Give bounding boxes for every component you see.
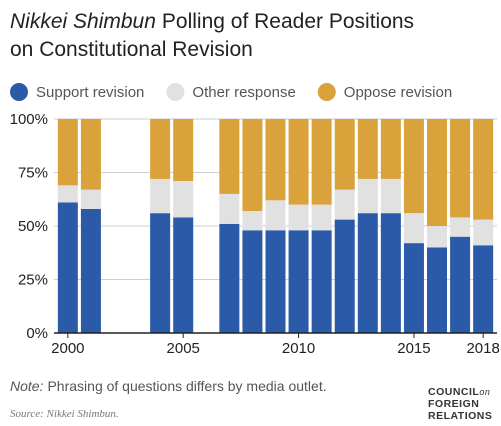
bar-segment [265, 230, 286, 333]
x-tick-label: 2010 [282, 340, 315, 357]
logo-word: on [479, 387, 490, 397]
legend-label: Other response [192, 84, 295, 101]
legend-label: Support revision [36, 84, 144, 101]
bar-segment [334, 219, 355, 333]
bar-segment [357, 119, 378, 179]
bar-segment [403, 213, 424, 244]
bar-segment [473, 245, 494, 333]
bar-segment [427, 247, 448, 333]
bar-segment [57, 119, 78, 186]
bar-segment [242, 230, 263, 333]
bar-segment [265, 119, 286, 201]
bar-segment [334, 189, 355, 220]
x-tick-label: 2015 [397, 340, 430, 357]
logo-word: COUNCIL [428, 386, 479, 398]
bar-segment [380, 178, 401, 214]
y-tick-label: 50% [18, 218, 48, 235]
bar-segment [288, 204, 309, 231]
chart-title-line2: on Constitutional Revision [10, 38, 253, 61]
y-tick-label: 75% [18, 165, 48, 182]
note-text: Phrasing of questions differs by media o… [47, 378, 326, 394]
bar-segment [288, 230, 309, 333]
bar-segment [427, 119, 448, 226]
y-tick-label: 0% [26, 325, 48, 342]
bar-segment [80, 208, 101, 333]
legend-swatch [317, 83, 336, 101]
bar-segment [473, 119, 494, 220]
x-tick-label: 2005 [167, 340, 200, 357]
bar-segment [403, 119, 424, 214]
bar-segment [311, 119, 332, 205]
bar-segment [403, 243, 424, 333]
bar-segment [80, 189, 101, 209]
logo: COUNCILon [428, 386, 490, 398]
bar-segment [150, 119, 171, 179]
y-tick-label: 25% [18, 272, 48, 289]
title-em: Nikkei Shimbun [10, 10, 156, 33]
x-tick-label: 2000 [51, 340, 84, 357]
bar-segment [173, 217, 194, 333]
bar-segment [265, 200, 286, 231]
y-tick-label: 100% [10, 111, 48, 128]
bar-segment [219, 193, 240, 224]
logo: RELATIONS [428, 410, 492, 422]
bar-segment [380, 119, 401, 179]
bar-segment [173, 181, 194, 218]
legend-swatch [10, 83, 28, 101]
bar-segment [219, 119, 240, 194]
bar-segment [57, 185, 78, 203]
bar-segment [150, 213, 171, 333]
bar-segment [288, 119, 309, 205]
bar-segment [357, 213, 378, 333]
bar-segment [80, 119, 101, 190]
bar-segment [427, 226, 448, 248]
bar-segment [150, 178, 171, 214]
legend-swatch [166, 83, 185, 101]
bar-segment [450, 217, 471, 237]
source: Source: Nikkei Shimbun. [10, 408, 119, 420]
bar-segment [473, 219, 494, 246]
x-tick-label: 2018 [466, 340, 499, 357]
bar-segment [311, 230, 332, 333]
bar-segment [242, 119, 263, 212]
bar-segment [357, 178, 378, 214]
bar-segment [57, 202, 78, 333]
bar-segment [380, 213, 401, 333]
note: Note: Phrasing of questions differs by me… [10, 378, 327, 394]
bar-segment [219, 223, 240, 333]
bar-segment [450, 236, 471, 333]
note-label: Note: [10, 378, 44, 394]
bar-segment [450, 119, 471, 218]
bar-segment [173, 119, 194, 182]
bar-segment [311, 204, 332, 231]
bar-segment [242, 211, 263, 231]
title-part: Polling of Reader Positions [162, 10, 414, 33]
logo: FOREIGN [428, 398, 479, 410]
chart-title: Nikkei Shimbun Polling of Reader Position… [10, 10, 414, 33]
legend-label: Oppose revision [344, 84, 452, 101]
bar-segment [334, 119, 355, 190]
